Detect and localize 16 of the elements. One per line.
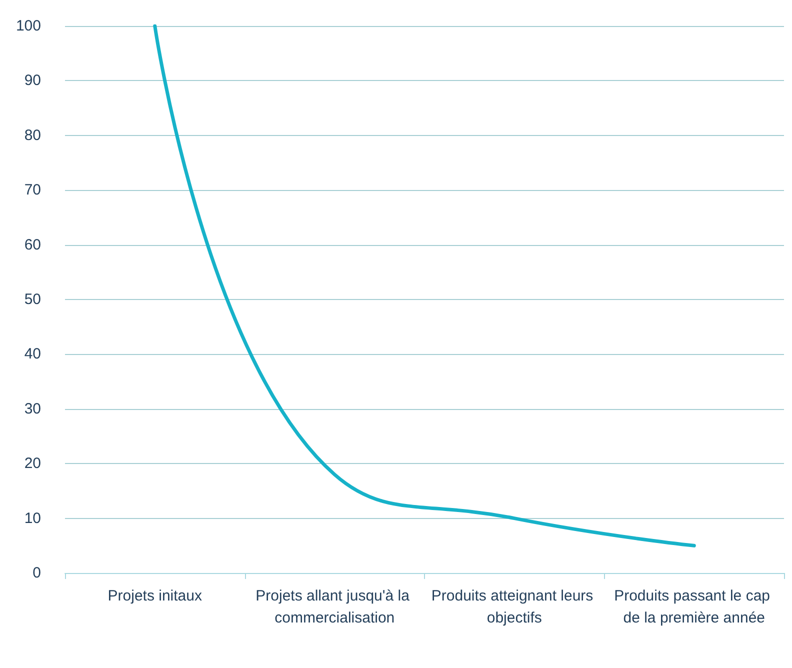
y-tick-label: 100 [16, 18, 41, 34]
y-tick-label: 20 [24, 455, 41, 472]
y-tick-label: 40 [24, 346, 41, 363]
line-series [153, 24, 696, 548]
x-tick-label: Projets initaux [108, 588, 202, 604]
y-tick-label: 10 [24, 510, 41, 527]
y-tick-label: 30 [24, 400, 41, 418]
y-tick-label: 50 [24, 291, 41, 308]
x-tick-label: Projets allant jusqu'à la commercialisation [256, 588, 414, 626]
y-tick-label: 60 [24, 236, 41, 254]
x-tick-label: Produits atteignant leurs objectifs [431, 588, 598, 626]
y-tick-label: 0 [32, 564, 41, 582]
x-tick-label: Produits passant le cap de la première année [614, 588, 774, 626]
y-tick-label: 90 [24, 72, 41, 90]
y-tick-label: 80 [24, 126, 41, 144]
y-tick-label: 70 [24, 182, 41, 199]
